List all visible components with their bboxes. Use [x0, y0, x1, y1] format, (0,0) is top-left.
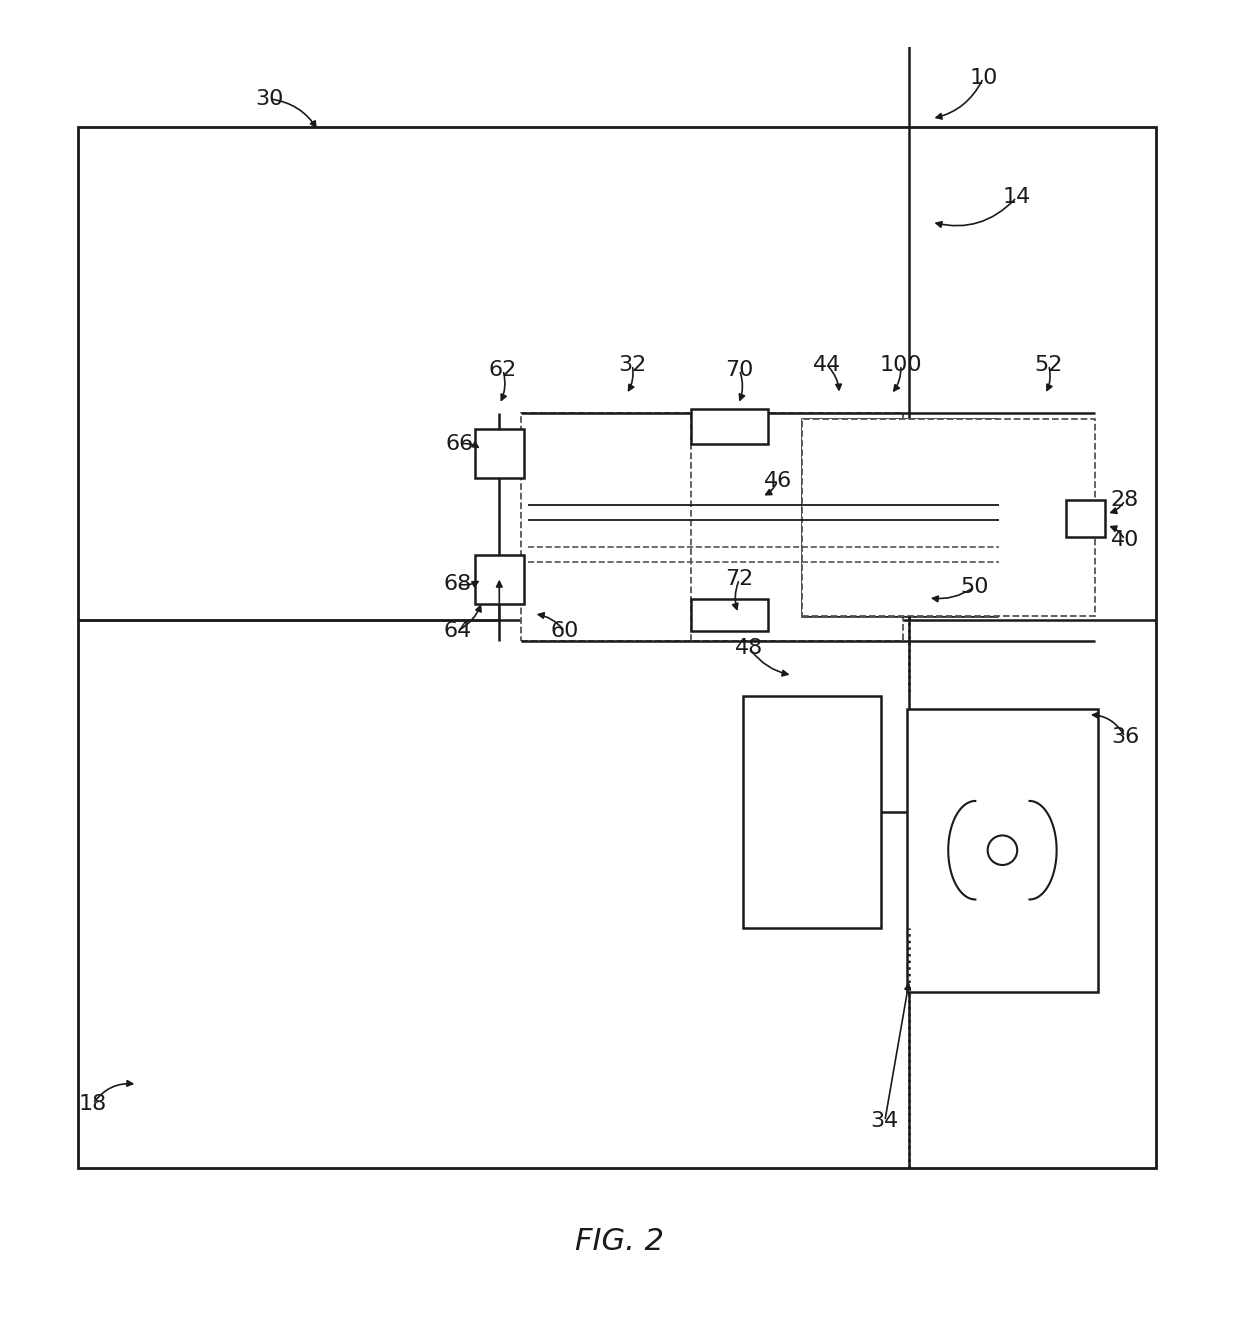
- Text: 14: 14: [1002, 187, 1030, 207]
- Text: 68: 68: [443, 574, 471, 594]
- Bar: [475, 554, 525, 603]
- Text: 28: 28: [1111, 491, 1140, 511]
- Bar: [1066, 500, 1105, 537]
- Text: 62: 62: [489, 359, 517, 379]
- Text: FIG. 2: FIG. 2: [575, 1228, 665, 1256]
- Bar: [522, 412, 903, 640]
- Text: 50: 50: [961, 577, 990, 597]
- Text: 48: 48: [735, 638, 764, 658]
- Bar: [743, 696, 882, 928]
- Text: 64: 64: [443, 621, 471, 640]
- Text: 44: 44: [812, 355, 841, 375]
- Text: 72: 72: [725, 569, 754, 589]
- Text: 100: 100: [879, 355, 923, 375]
- Bar: [906, 708, 1097, 992]
- Text: 36: 36: [1111, 727, 1140, 747]
- Text: 52: 52: [1034, 355, 1063, 375]
- Bar: [692, 410, 768, 444]
- Bar: [802, 419, 1095, 617]
- Bar: [78, 127, 1156, 1168]
- Text: 70: 70: [725, 359, 754, 379]
- Text: 60: 60: [551, 621, 579, 640]
- Bar: [475, 430, 525, 479]
- Text: 30: 30: [254, 89, 283, 109]
- Text: 66: 66: [445, 434, 474, 453]
- Text: 18: 18: [78, 1094, 107, 1114]
- Text: 40: 40: [1111, 530, 1140, 550]
- Text: 34: 34: [870, 1111, 899, 1131]
- Text: 32: 32: [619, 355, 646, 375]
- Bar: [802, 419, 997, 617]
- Text: 46: 46: [764, 471, 792, 491]
- Text: 10: 10: [970, 68, 997, 88]
- Bar: [692, 599, 768, 631]
